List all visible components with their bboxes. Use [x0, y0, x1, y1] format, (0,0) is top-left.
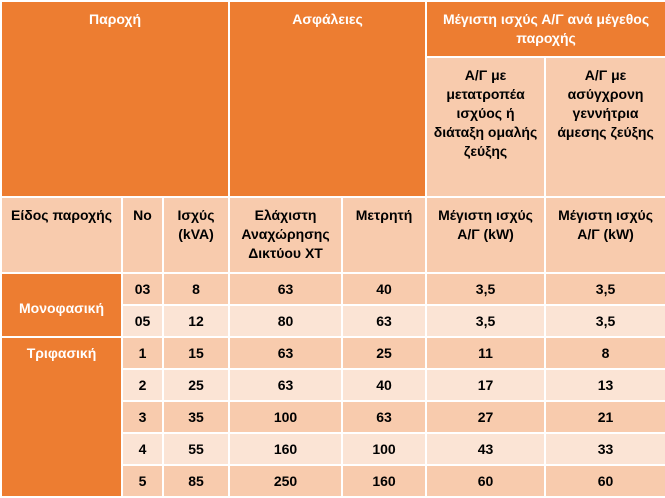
- cell-meter: 100: [341, 432, 428, 466]
- supply-type-single-phase: Μονοφασική: [0, 272, 123, 338]
- header-fuses: Ασφάλειες: [228, 0, 428, 198]
- cell-kva: 35: [161, 400, 231, 434]
- cell-meter: 160: [341, 464, 428, 498]
- cell-inverter-power: 11: [425, 336, 547, 370]
- cell-async-power: 3,5: [544, 304, 665, 338]
- cell-kva: 8: [161, 272, 231, 306]
- cell-no: 2: [121, 368, 164, 402]
- cell-kva: 15: [161, 336, 231, 370]
- table-row: 05 12 80 63 3,5 3,5: [1, 304, 665, 338]
- table-row: 5 85 250 160 60 60: [1, 464, 665, 498]
- subheader-meter: Μετρητή: [341, 196, 428, 274]
- cell-inverter-power: 60: [425, 464, 547, 498]
- cell-kva: 55: [161, 432, 231, 466]
- cell-meter: 63: [341, 304, 428, 338]
- subheader-no: Νο: [121, 196, 164, 274]
- table-row: 4 55 160 100 43 33: [1, 432, 665, 466]
- cell-inverter-power: 3,5: [425, 304, 547, 338]
- subheader-max-power-1: Μέγιστη ισχύς Α/Γ (kW): [425, 196, 547, 274]
- cell-async-power: 13: [544, 368, 665, 402]
- header-row-top: Παροχή Ασφάλειες Μέγιστη ισχύς Α/Γ ανά μ…: [0, 0, 665, 198]
- cell-async-power: 60: [544, 464, 665, 498]
- cell-async-power: 8: [544, 336, 665, 370]
- subheader-min-lv-departure: Ελάχιστη Αναχώρησης Δικτύου ΧΤ: [228, 196, 344, 274]
- header-max-power-group: Μέγιστη ισχύς Α/Γ ανά μέγεθος παροχής: [425, 0, 665, 58]
- header-inverter-generator: Α/Γ με μετατροπέα ισχύος ή διάταξη ομαλή…: [425, 56, 547, 198]
- header-row-generators: Α/Γ με μετατροπέα ισχύος ή διάταξη ομαλή…: [1, 56, 665, 198]
- cell-kva: 25: [161, 368, 231, 402]
- table-row: 2 25 63 40 17 13: [1, 368, 665, 402]
- cell-meter: 40: [341, 272, 428, 306]
- cell-kva: 85: [161, 464, 231, 498]
- cell-min-departure: 63: [228, 272, 344, 306]
- cell-inverter-power: 27: [425, 400, 547, 434]
- cell-inverter-power: 3,5: [425, 272, 547, 306]
- header-supply: Παροχή: [0, 0, 231, 198]
- subheader-max-power-2: Μέγιστη ισχύς Α/Γ (kW): [544, 196, 665, 274]
- cell-async-power: 21: [544, 400, 665, 434]
- table-row: Τριφασική 1 15 63 25 11 8: [0, 336, 665, 498]
- cell-no: 1: [121, 336, 164, 370]
- cell-min-departure: 63: [228, 336, 344, 370]
- header-async-generator: Α/Γ με ασύγχρονη γεννήτρια άμεσης ζεύξης: [544, 56, 665, 198]
- cell-min-departure: 250: [228, 464, 344, 498]
- cell-async-power: 33: [544, 432, 665, 466]
- subheader-row: Είδος παροχής Νο Ισχύς (kVA) Ελάχιστη Αν…: [0, 196, 665, 274]
- subheader-power: Ισχύς (kVA): [161, 196, 231, 274]
- cell-kva: 12: [161, 304, 231, 338]
- cell-no: 05: [121, 304, 164, 338]
- table-row: Μονοφασική 03 8 63 40 3,5 3,5: [0, 272, 665, 338]
- cell-meter: 25: [341, 336, 428, 370]
- cell-async-power: 3,5: [544, 272, 665, 306]
- cell-inverter-power: 43: [425, 432, 547, 466]
- cell-inverter-power: 17: [425, 368, 547, 402]
- table-row: 3 35 100 63 27 21: [1, 400, 665, 434]
- cell-no: 03: [121, 272, 164, 306]
- cell-min-departure: 100: [228, 400, 344, 434]
- cell-min-departure: 160: [228, 432, 344, 466]
- cell-meter: 40: [341, 368, 428, 402]
- supply-type-three-phase: Τριφασική: [0, 336, 123, 498]
- cell-min-departure: 80: [228, 304, 344, 338]
- cell-no: 3: [121, 400, 164, 434]
- cell-meter: 63: [341, 400, 428, 434]
- cell-no: 4: [121, 432, 164, 466]
- cell-min-departure: 63: [228, 368, 344, 402]
- subheader-supply-type: Είδος παροχής: [0, 196, 123, 274]
- cell-no: 5: [121, 464, 164, 498]
